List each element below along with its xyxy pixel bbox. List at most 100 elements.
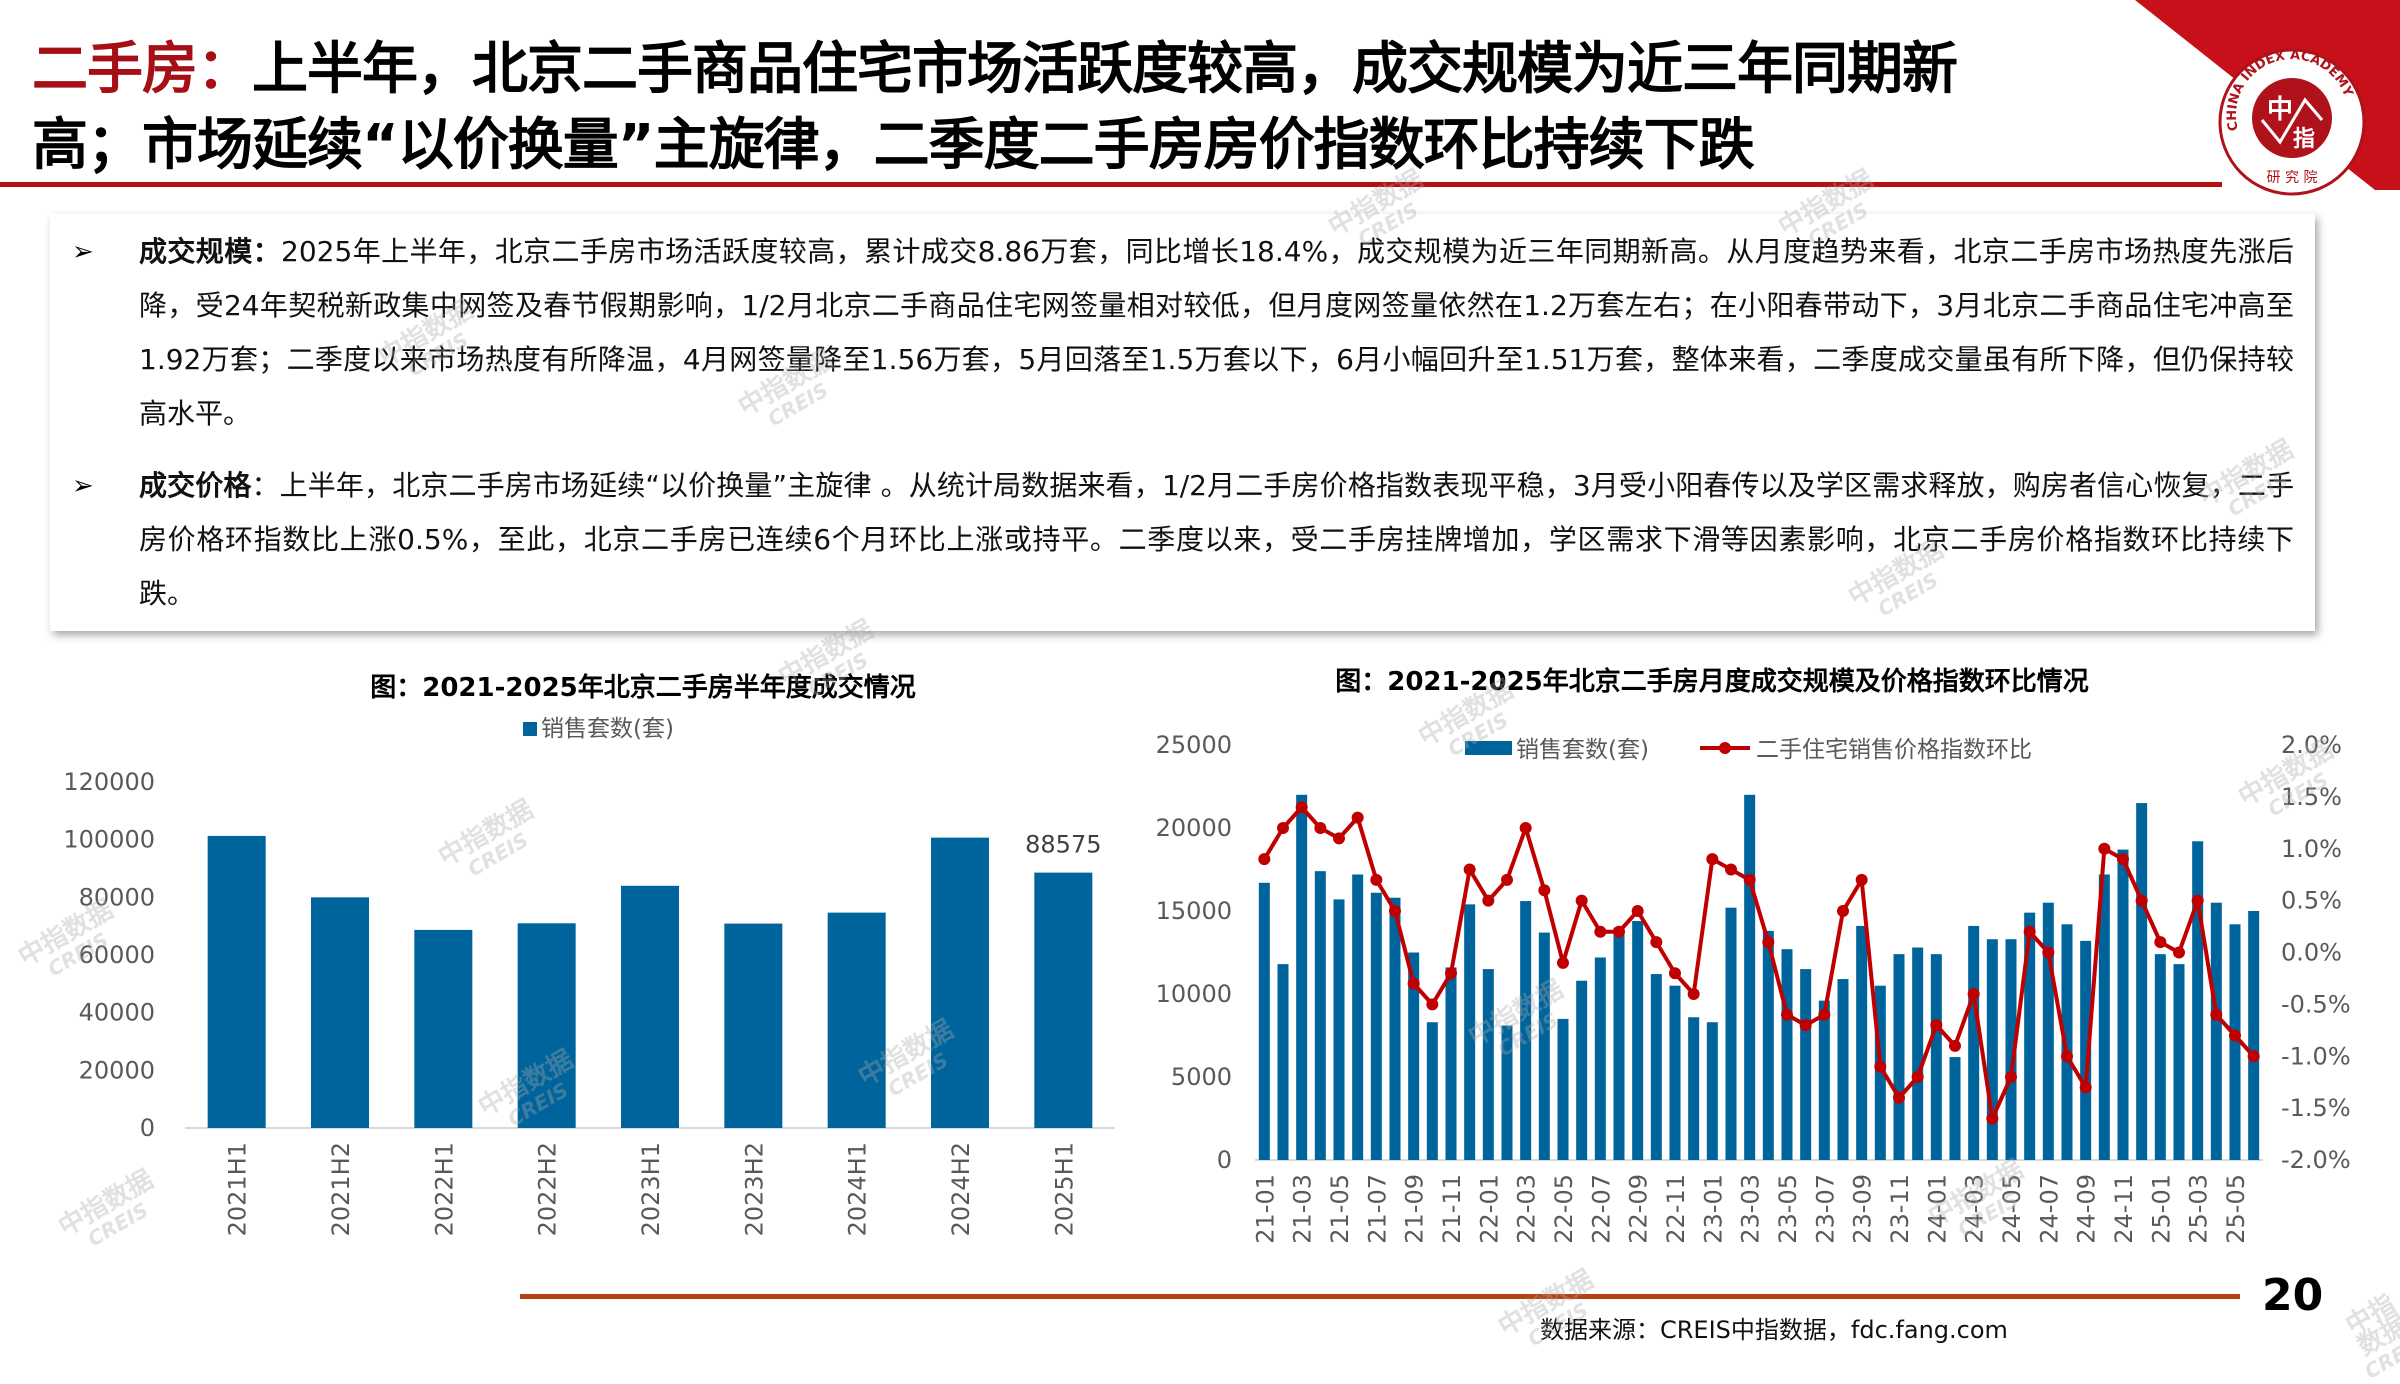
price-index-point-24-10 <box>2098 842 2111 855</box>
bar-23-09 <box>1856 925 1868 1160</box>
price-index-point-22-06 <box>1575 894 1588 907</box>
price-index-point-22-09 <box>1631 905 1644 917</box>
bar-2021H2 <box>311 897 369 1128</box>
page-title: 二手房：上半年，北京二手商品住宅市场活跃度较高，成交规模为近三年同期新 高；市场… <box>32 32 1958 184</box>
x-tick-label: 21-03 <box>1289 1174 1317 1244</box>
bar-22-07 <box>1594 957 1606 1160</box>
x-tick-label: 25-01 <box>2147 1174 2175 1244</box>
bar-23-06 <box>1800 969 1812 1160</box>
bar-24-09 <box>2080 940 2092 1160</box>
bar-24-10 <box>2098 874 2110 1160</box>
x-tick-label: 22-09 <box>1625 1174 1653 1244</box>
title-prefix: 二手房： <box>32 37 253 102</box>
bar-23-11 <box>1893 954 1905 1160</box>
x-tick-label: 24-07 <box>2035 1174 2063 1244</box>
legend-label-sales: 销售套数(套) <box>541 716 674 742</box>
bar-24-12 <box>2136 803 2148 1160</box>
price-index-point-22-05 <box>1557 956 1569 969</box>
price-index-point-24-11 <box>2117 853 2129 866</box>
bar-23-04 <box>1762 930 1774 1160</box>
bar-21-04 <box>1314 871 1326 1160</box>
x-tick-label: 2024H2 <box>947 1142 975 1236</box>
bullet-arrow-icon: ➢ <box>72 237 94 267</box>
bar-24-04 <box>1986 939 1998 1160</box>
bar-21-09 <box>1408 952 1420 1160</box>
x-tick-label: 23-05 <box>1774 1174 1802 1244</box>
y-right-tick-label: -1.5% <box>2281 1094 2351 1122</box>
price-index-point-21-08 <box>1389 905 1401 917</box>
price-index-point-21-02 <box>1277 822 1289 834</box>
bar-23-07 <box>1818 1000 1830 1160</box>
price-index-point-23-01 <box>1706 853 1719 866</box>
footer-divider <box>520 1294 2240 1299</box>
price-index-point-23-02 <box>1725 863 1737 876</box>
price-index-point-21-11 <box>1445 967 1457 980</box>
bar-24-05 <box>2005 939 2017 1160</box>
bar-21-08 <box>1389 897 1401 1160</box>
x-tick-label: 2021H1 <box>224 1142 252 1236</box>
y-left-tick-label: 25000 <box>1156 731 1232 759</box>
price-index-point-22-11 <box>1669 967 1681 980</box>
x-tick-label: 24-11 <box>2110 1174 2138 1244</box>
bar-2023H1 <box>621 885 679 1128</box>
bar-24-07 <box>2042 902 2054 1160</box>
price-index-point-23-12 <box>1911 1071 1924 1083</box>
paragraph-label: 成交价格 <box>139 469 252 502</box>
x-tick-label: 23-11 <box>1886 1174 1914 1244</box>
y-right-tick-label: -2.0% <box>2281 1146 2351 1174</box>
y-right-tick-label: 1.5% <box>2281 783 2342 811</box>
left-chart-title: 图：2021-2025年北京二手房半年度成交情况 <box>370 673 916 703</box>
price-index-point-22-08 <box>1613 925 1625 938</box>
x-tick-label: 24-09 <box>2073 1174 2101 1244</box>
bar-21-10 <box>1426 1022 1438 1160</box>
y-tick-label: 80000 <box>79 883 155 911</box>
price-index-point-23-09 <box>1855 873 1868 886</box>
y-left-tick-label: 0 <box>1217 1146 1232 1174</box>
price-index-point-24-12 <box>2135 894 2148 907</box>
price-index-point-23-08 <box>1837 905 1849 917</box>
x-tick-label: 2022H1 <box>430 1142 458 1236</box>
price-index-point-24-08 <box>2061 1050 2073 1063</box>
y-right-tick-label: 2.0% <box>2281 731 2342 759</box>
bar-22-02 <box>1501 1025 1513 1160</box>
y-tick-label: 120000 <box>63 768 155 796</box>
x-tick-label: 21-11 <box>1438 1174 1466 1244</box>
bar-24-02 <box>1949 1057 1961 1160</box>
legend-swatch-sales <box>523 722 537 736</box>
price-index-point-24-05 <box>2005 1071 2017 1083</box>
bar-23-12 <box>1912 947 1924 1160</box>
paragraph-body: 2025年上半年，北京二手房市场活跃度较高，累计成交8.86万套，同比增长18.… <box>139 235 2294 430</box>
y-left-tick-label: 10000 <box>1156 980 1232 1008</box>
price-index-point-25-02 <box>2173 946 2185 959</box>
bar-24-03 <box>1968 925 1980 1160</box>
y-tick-label: 60000 <box>79 941 155 969</box>
x-tick-label: 23-01 <box>1699 1174 1727 1244</box>
x-tick-label: 2023H1 <box>637 1142 665 1236</box>
x-tick-label: 2021H2 <box>327 1142 355 1236</box>
bar-25-04 <box>2210 902 2222 1160</box>
bar-23-10 <box>1874 985 1886 1160</box>
bar-22-09 <box>1632 920 1644 1160</box>
bar-23-02 <box>1725 907 1737 1160</box>
price-index-point-21-03 <box>1295 801 1308 814</box>
price-index-point-24-07 <box>2042 946 2055 959</box>
legend-swatch-sales <box>1465 741 1512 755</box>
bar-22-03 <box>1520 901 1532 1160</box>
x-tick-label: 22-07 <box>1587 1174 1615 1244</box>
y-right-tick-label: 0.5% <box>2281 887 2342 915</box>
price-index-point-25-06 <box>2247 1050 2260 1063</box>
legend-marker-price-index <box>1719 742 1731 754</box>
paragraph-price: 成交价格：上半年，北京二手房市场延续“以价换量”主旋律 。从统计局数据来看，1/… <box>139 459 2294 621</box>
price-index-point-24-04 <box>1986 1112 1999 1125</box>
bar-23-01 <box>1706 1022 1718 1160</box>
bar-22-04 <box>1538 932 1550 1160</box>
y-right-tick-label: -1.0% <box>2281 1042 2351 1070</box>
price-index-point-22-04 <box>1538 884 1551 897</box>
bar-21-02 <box>1277 964 1289 1160</box>
charts-canvas: 销售套数(套)020000400006000080000100000120000… <box>63 716 2351 1244</box>
price-index-point-25-01 <box>2154 936 2167 949</box>
x-tick-label: 24-01 <box>1923 1174 1951 1244</box>
price-index-point-23-05 <box>1781 1008 1793 1021</box>
bar-21-05 <box>1333 899 1345 1160</box>
y-right-tick-label: 0.0% <box>2281 939 2342 967</box>
